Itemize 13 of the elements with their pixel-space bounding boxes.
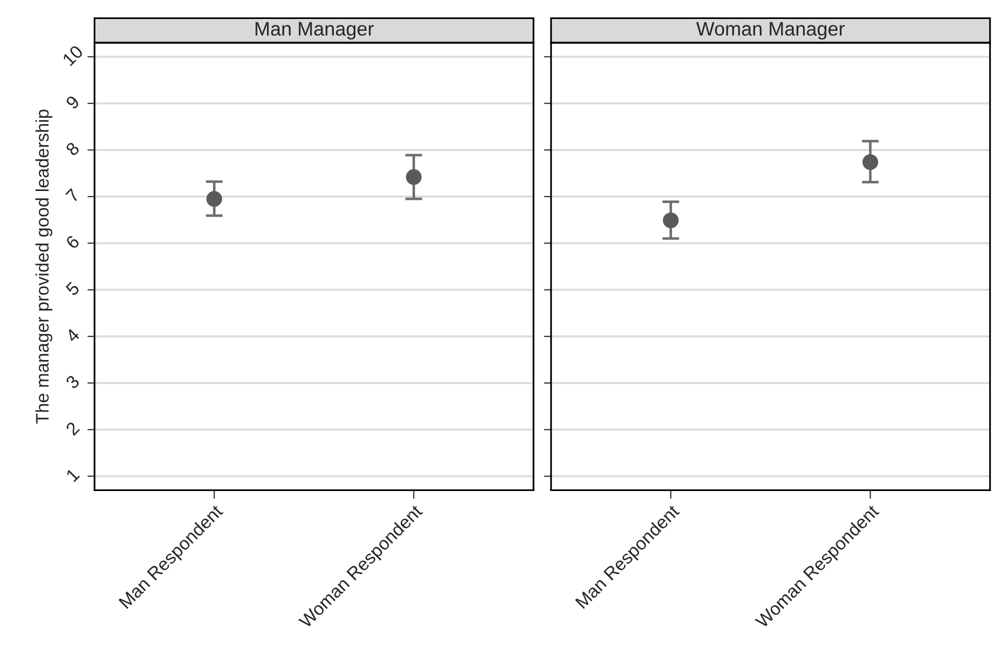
y-tick-label: 10 (62, 44, 84, 66)
y-tick-label: 5 (65, 281, 80, 296)
y-tick-label: 1 (66, 468, 80, 482)
y-tick-label: 7 (65, 188, 80, 203)
y-axis-title: The manager provided good leadership (35, 110, 52, 424)
y-tick-label: 6 (65, 234, 80, 250)
y-tick-label: 9 (65, 94, 80, 110)
y-tick-label: 3 (65, 374, 80, 390)
y-tick-label: 2 (65, 421, 80, 436)
y-tick-label: 8 (65, 141, 80, 156)
chart-title: Man Manager (256, 22, 374, 40)
y-tick-label: 4 (64, 328, 80, 343)
chart-title: Woman Manager (696, 22, 845, 40)
